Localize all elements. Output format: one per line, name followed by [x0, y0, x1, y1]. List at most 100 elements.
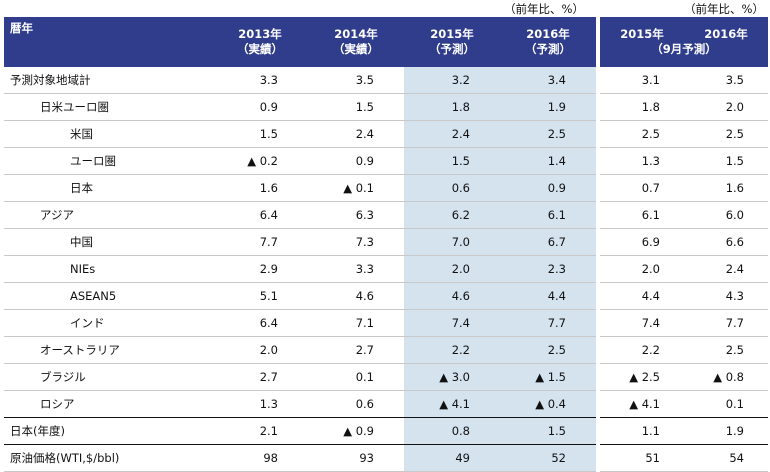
cell-sep-2015: 3.1: [600, 67, 684, 94]
cell-2014: 0.6: [308, 390, 404, 418]
cell-2014: 1.5: [308, 93, 404, 121]
cell-2015: 1.5: [404, 147, 500, 175]
cell-2014: 93: [308, 444, 404, 472]
header-row: 暦年 2013年 （実績） 2014年 （実績） 2015年 （予測） 2016年 （予…: [4, 17, 768, 67]
cell-2016: 2.5: [500, 120, 596, 148]
cell-2013: 1.3: [212, 390, 308, 418]
row-label: インド: [4, 309, 212, 337]
cell-2013: ▲ 0.2: [212, 147, 308, 175]
cell-2014: 2.7: [308, 336, 404, 364]
cell-2016: 6.7: [500, 228, 596, 256]
column-gap: [596, 147, 600, 175]
cell-2014: 3.5: [308, 67, 404, 94]
row-label: 中国: [4, 228, 212, 256]
cell-2014: ▲ 0.9: [308, 417, 404, 445]
header-sep-2016: 2016年: [704, 27, 748, 41]
cell-2016: 2.3: [500, 255, 596, 283]
table-row-total: 予測対象地域計 3.3 3.5 3.2 3.4 3.1 3.5: [4, 67, 768, 94]
table-row-euro: ユーロ圏 ▲ 0.2 0.9 1.5 1.4 1.3 1.5: [4, 147, 768, 175]
column-gap: [596, 309, 600, 337]
cell-2015: 3.2: [404, 67, 500, 94]
cell-sep-2015: 0.7: [600, 174, 684, 202]
cell-2013: 7.7: [212, 228, 308, 256]
cell-sep-2015: 2.0: [600, 255, 684, 283]
cell-2015: ▲ 4.1: [404, 390, 500, 418]
header-sep-note: （9月予測）: [651, 42, 717, 56]
cell-sep-2015: ▲ 2.5: [600, 363, 684, 391]
cell-2013: 2.0: [212, 336, 308, 364]
column-gap: [596, 228, 600, 256]
cell-2014: 0.1: [308, 363, 404, 391]
row-label: ロシア: [4, 390, 212, 418]
cell-2013: 3.3: [212, 67, 308, 94]
cell-sep-2016: 2.5: [684, 336, 768, 364]
column-gap: [596, 363, 600, 391]
cell-2014: 2.4: [308, 120, 404, 148]
cell-2013: 2.1: [212, 417, 308, 445]
column-gap: [596, 417, 600, 445]
row-label: 原油価格(WTI,$/bbl): [4, 444, 212, 472]
table-row-us: 米国 1.5 2.4 2.4 2.5 2.5 2.5: [4, 120, 768, 148]
cell-sep-2015: 6.1: [600, 201, 684, 229]
cell-2014: 4.6: [308, 282, 404, 310]
cell-sep-2015: ▲ 4.1: [600, 390, 684, 418]
column-gap: [596, 67, 600, 94]
cell-2013: 5.1: [212, 282, 308, 310]
cell-2015: 0.8: [404, 417, 500, 445]
column-gap: [596, 93, 600, 121]
cell-2013: 1.5: [212, 120, 308, 148]
row-label: 米国: [4, 120, 212, 148]
column-gap: [596, 201, 600, 229]
header-label: 暦年: [4, 17, 212, 67]
cell-sep-2016: 7.7: [684, 309, 768, 337]
cell-sep-2016: 2.0: [684, 93, 768, 121]
table-row-russia: ロシア 1.3 0.6 ▲ 4.1 ▲ 0.4 ▲ 4.1 0.1: [4, 390, 768, 418]
cell-2014: 6.3: [308, 201, 404, 229]
cell-2016: 1.5: [500, 417, 596, 445]
cell-sep-2016: 1.9: [684, 417, 768, 445]
cell-sep-2015: 6.9: [600, 228, 684, 256]
cell-2016: 1.4: [500, 147, 596, 175]
cell-2016: 7.7: [500, 309, 596, 337]
cell-2013: 1.6: [212, 174, 308, 202]
cell-2014: ▲ 0.1: [308, 174, 404, 202]
row-label: 日本: [4, 174, 212, 202]
row-label: アジア: [4, 201, 212, 229]
cell-2016: ▲ 1.5: [500, 363, 596, 391]
cell-sep-2015: 2.2: [600, 336, 684, 364]
table-row-brazil: ブラジル 2.7 0.1 ▲ 3.0 ▲ 1.5 ▲ 2.5 ▲ 0.8: [4, 363, 768, 391]
header-col-2013: 2013年 （実績）: [212, 17, 308, 67]
cell-sep-2016: 0.1: [684, 390, 768, 418]
cell-2016: ▲ 0.4: [500, 390, 596, 418]
table-row-nies: NIEs 2.9 3.3 2.0 2.3 2.0 2.4: [4, 255, 768, 283]
table-body: 予測対象地域計 3.3 3.5 3.2 3.4 3.1 3.5 日米ユーロ圏 0.9 1.5 1.8…: [4, 67, 768, 472]
table-row-japan: 日本 1.6 ▲ 0.1 0.6 0.9 0.7 1.6: [4, 174, 768, 202]
cell-2014: 3.3: [308, 255, 404, 283]
cell-2013: 2.7: [212, 363, 308, 391]
cell-2016: 1.9: [500, 93, 596, 121]
unit-note-main: （前年比、%）: [504, 2, 584, 16]
cell-sep-2016: 54: [684, 444, 768, 472]
cell-sep-2015: 1.1: [600, 417, 684, 445]
cell-2015: 49: [404, 444, 500, 472]
row-label: ユーロ圏: [4, 147, 212, 175]
cell-2015: 6.2: [404, 201, 500, 229]
cell-2015: 7.0: [404, 228, 500, 256]
cell-2015: 0.6: [404, 174, 500, 202]
cell-sep-2016: 3.5: [684, 67, 768, 94]
row-label: 予測対象地域計: [4, 67, 212, 94]
cell-2016: 3.4: [500, 67, 596, 94]
cell-sep-2015: 2.5: [600, 120, 684, 148]
cell-2015: 1.8: [404, 93, 500, 121]
cell-2016: 4.4: [500, 282, 596, 310]
table-row-india: インド 6.4 7.1 7.4 7.7 7.4 7.7: [4, 309, 768, 337]
cell-sep-2015: 4.4: [600, 282, 684, 310]
table-row-australia: オーストラリア 2.0 2.7 2.2 2.5 2.2 2.5: [4, 336, 768, 364]
cell-2016: 0.9: [500, 174, 596, 202]
cell-sep-2016: 4.3: [684, 282, 768, 310]
table-row-japan-fy: 日本(年度) 2.1 ▲ 0.9 0.8 1.5 1.1 1.9: [4, 417, 768, 445]
cell-sep-2016: 2.5: [684, 120, 768, 148]
cell-sep-2015: 1.3: [600, 147, 684, 175]
row-label: ブラジル: [4, 363, 212, 391]
column-gap: [596, 336, 600, 364]
